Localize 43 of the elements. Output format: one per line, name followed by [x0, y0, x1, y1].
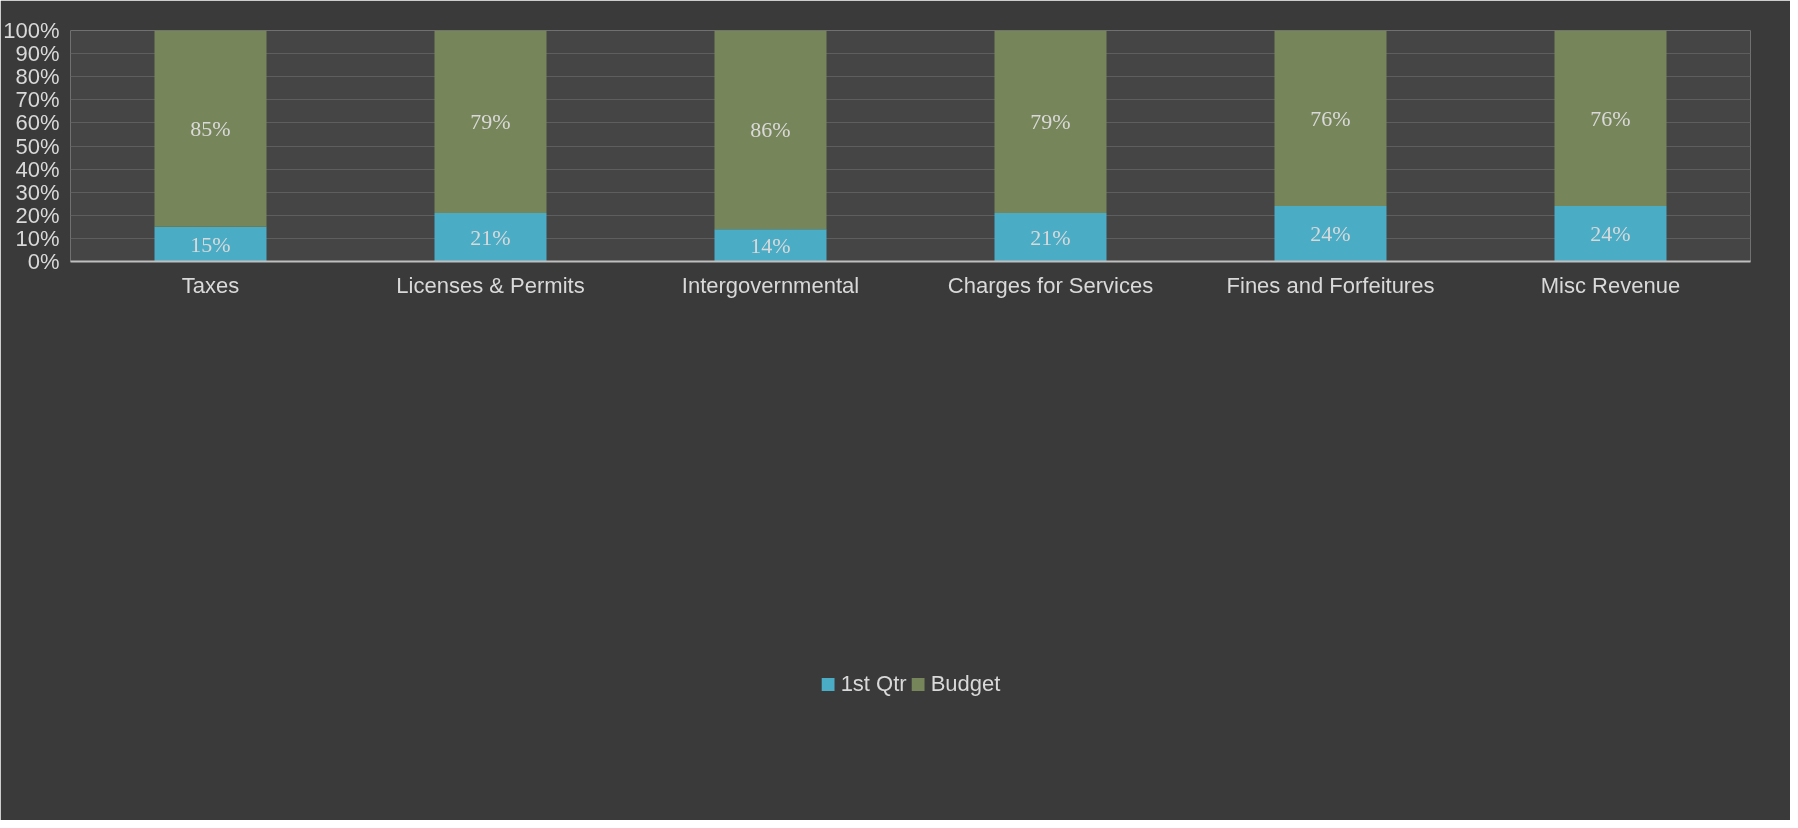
y-tick-label: 10%: [15, 225, 60, 251]
y-tick-label: 50%: [15, 133, 60, 159]
data-label: 86%: [750, 117, 791, 143]
legend-label: 1st Qtr: [840, 670, 907, 697]
data-label: 21%: [1030, 224, 1071, 250]
bar: [434, 212, 547, 262]
data-label: 79%: [470, 109, 511, 135]
bar: [1554, 206, 1667, 262]
data-label: 21%: [470, 224, 511, 250]
bar: [714, 229, 827, 262]
bar: [1274, 206, 1387, 262]
bar: [154, 30, 267, 227]
y-tick-label: 0%: [27, 249, 60, 274]
bar: [1554, 30, 1667, 207]
x-tick-label: Charges for Services: [947, 272, 1154, 298]
data-label: 76%: [1310, 105, 1351, 131]
y-tick-label: 20%: [15, 202, 60, 228]
y-tick-label: 60%: [15, 110, 60, 136]
y-tick-label: 90%: [15, 41, 60, 67]
bar: [994, 30, 1107, 213]
legend-label: Budget: [930, 670, 1001, 697]
x-tick-label: Intergovernmental: [681, 272, 860, 298]
data-label: 79%: [1030, 109, 1071, 135]
y-tick-label: 70%: [15, 87, 60, 113]
y-tick-label: 40%: [15, 156, 60, 182]
bar: [1274, 30, 1387, 207]
bar: [434, 30, 547, 213]
x-tick-label: Fines and Forfeitures: [1226, 272, 1435, 298]
data-label: 85%: [190, 116, 231, 142]
data-label: 15%: [190, 231, 231, 257]
bar: [154, 226, 267, 262]
bar: [994, 212, 1107, 262]
x-tick-label: Taxes: [181, 272, 240, 298]
data-label: 14%: [750, 232, 791, 258]
bar: [714, 30, 827, 230]
data-label: 24%: [1590, 221, 1631, 247]
y-tick-label: 30%: [15, 179, 60, 205]
data-label: 24%: [1310, 221, 1351, 247]
y-tick-label: 80%: [15, 64, 60, 90]
x-tick-label: Misc Revenue: [1540, 272, 1681, 298]
y-tick-label: 100%: [3, 18, 60, 43]
data-label: 76%: [1590, 105, 1631, 131]
x-tick-label: Licenses & Permits: [396, 272, 585, 298]
